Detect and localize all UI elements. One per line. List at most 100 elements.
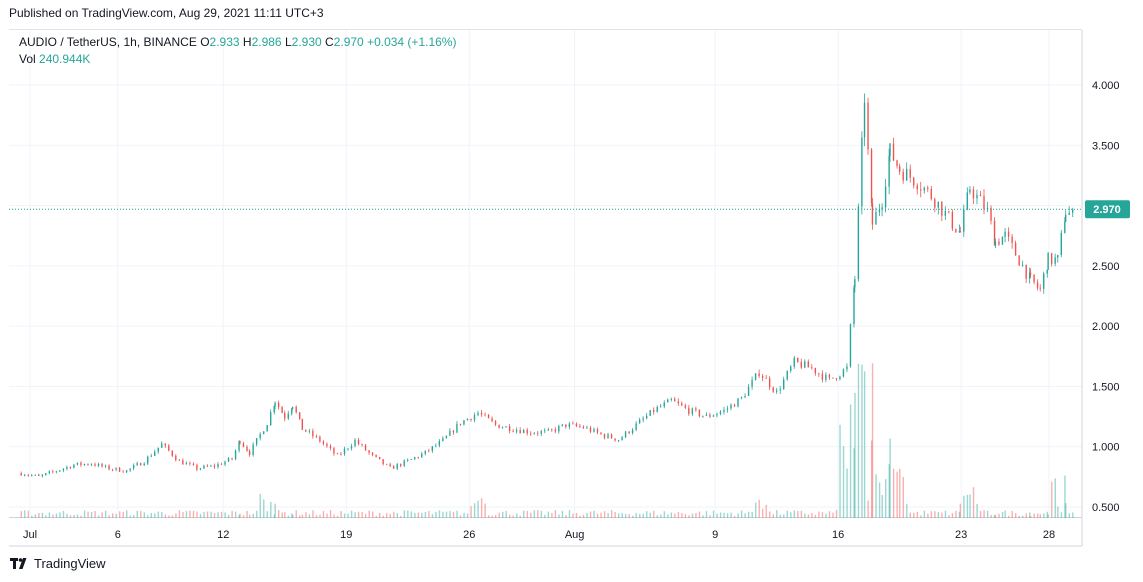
volume-bar [1036, 513, 1039, 518]
candle-body [224, 461, 226, 465]
candle-body [579, 426, 581, 427]
candle-body [252, 444, 254, 455]
candle-body [213, 465, 216, 467]
candle-body [1047, 253, 1049, 270]
candle-body [920, 189, 922, 191]
candle-body [295, 406, 297, 413]
volume-bar [66, 513, 68, 518]
footer-brand[interactable]: TradingView [10, 556, 106, 571]
candle-body [438, 441, 441, 446]
volume-bar [966, 494, 969, 518]
volume-bar [101, 512, 103, 518]
candle-body [343, 448, 346, 455]
volume-bar [442, 511, 444, 518]
candle-body [389, 464, 391, 467]
volume-bar [319, 514, 321, 518]
candle-body [238, 441, 240, 451]
candle-body [913, 177, 915, 186]
volume-bar [393, 511, 395, 518]
candle-body [255, 438, 258, 445]
volume-bar [530, 512, 532, 518]
volume-bar [340, 511, 342, 518]
volume-bar [516, 513, 518, 518]
candle-body [322, 441, 325, 444]
candle-body [1064, 221, 1066, 233]
candle-body [993, 220, 996, 246]
candle-body [530, 433, 532, 435]
price-tick-label: 0.500 [1092, 502, 1120, 514]
candle-body [951, 211, 954, 229]
candle-body [754, 373, 757, 380]
volume-bar [308, 514, 311, 518]
volume-bar [1018, 515, 1020, 518]
candle-body [884, 186, 887, 208]
candle-body [298, 412, 301, 419]
candle-body [269, 412, 272, 426]
legend-high-value: 2.986 [251, 35, 282, 49]
volume-bar [804, 513, 806, 518]
volume-bar [593, 510, 595, 518]
volume-bar [779, 514, 781, 518]
volume-bar [343, 513, 346, 518]
time-tick-label: 6 [115, 529, 121, 541]
candle-body [108, 465, 110, 470]
volume-bar [505, 510, 507, 518]
volume-bar [126, 510, 128, 518]
candle-body [118, 467, 121, 472]
volume-bar [814, 514, 817, 518]
volume-bar [273, 514, 276, 518]
volume-bar [431, 514, 434, 518]
candle-body [624, 431, 627, 438]
volume-bar [171, 515, 174, 518]
last-price-badge [1085, 200, 1130, 219]
candle-body [400, 464, 402, 466]
volume-bar [861, 364, 863, 518]
volume-bar [1064, 475, 1066, 518]
candle-body [793, 357, 795, 367]
volume-bar [846, 468, 848, 518]
candle-body [1025, 264, 1027, 279]
time-tick-label: 12 [217, 529, 229, 541]
volume-bar [400, 515, 402, 518]
candle-body [969, 189, 971, 193]
candle-body [979, 194, 982, 197]
candle-body [217, 463, 219, 467]
volume-bar [140, 510, 142, 518]
candle-body [452, 430, 455, 433]
volume-bar [705, 511, 708, 518]
volume-label: Vol [19, 52, 36, 66]
volume-bar [990, 514, 992, 518]
candle-body [24, 475, 26, 476]
volume-bar [920, 515, 922, 518]
volume-bar [800, 510, 803, 518]
volume-bar [519, 515, 521, 518]
candle-body [1054, 257, 1056, 264]
volume-bar [889, 438, 891, 518]
volume-bar [797, 511, 799, 518]
volume-bar [875, 474, 877, 518]
volume-bar [607, 513, 609, 518]
volume-bar [263, 499, 265, 518]
volume-bar [698, 511, 701, 518]
candle-body [765, 377, 767, 379]
chart-pane[interactable] [9, 29, 1082, 518]
volume-bar [568, 510, 571, 518]
volume-bar [994, 515, 997, 518]
volume-bar [751, 511, 753, 518]
candle-body [909, 168, 911, 178]
candle-body [1050, 253, 1053, 264]
volume-bar [575, 513, 578, 518]
candle-body [368, 450, 370, 453]
volume-bar [537, 510, 539, 518]
volume-bar [284, 512, 286, 518]
candle-body [723, 409, 725, 412]
volume-bar [762, 508, 764, 518]
volume-bar [196, 511, 198, 518]
volume-bar [986, 510, 989, 518]
volume-bar [551, 512, 553, 518]
candle-body [407, 459, 409, 461]
volume-bar [274, 503, 276, 518]
candle-body [281, 407, 283, 414]
candle-body [122, 471, 124, 473]
